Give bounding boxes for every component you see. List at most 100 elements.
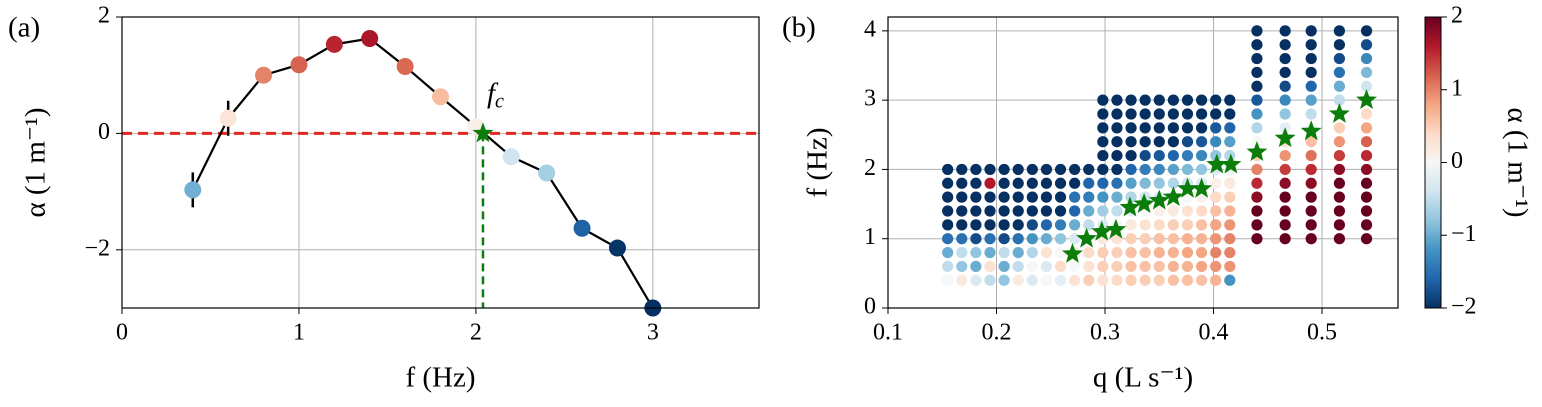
data-point (1195, 219, 1208, 231)
y-tick-label: 4 (864, 16, 876, 42)
x-tick-label: 3 (647, 320, 659, 346)
data-point (1305, 25, 1317, 37)
data-point (1012, 177, 1024, 189)
colorbar-label: α (1 m⁻¹) (1501, 107, 1533, 217)
data-point (1305, 39, 1317, 51)
data-point (1305, 177, 1317, 189)
data-point (1153, 136, 1165, 148)
y-tick-label: 0 (98, 119, 110, 145)
data-point (1305, 149, 1317, 162)
data-point (1040, 205, 1053, 217)
data-point (1153, 246, 1165, 259)
data-point (1167, 246, 1179, 259)
data-point (942, 163, 954, 176)
data-point (1181, 136, 1194, 148)
data-point (1125, 177, 1137, 189)
data-point (1333, 205, 1346, 217)
data-point (255, 66, 273, 84)
data-point (1026, 205, 1038, 217)
data-point (1040, 246, 1053, 259)
data-point (956, 274, 968, 286)
data-point (1083, 260, 1095, 273)
data-point (1251, 25, 1263, 37)
data-point (1251, 191, 1263, 203)
data-point (1279, 163, 1291, 176)
data-point (1139, 94, 1151, 106)
data-point (1111, 246, 1123, 259)
data-point (1195, 163, 1208, 176)
data-point (1139, 122, 1151, 134)
data-point (1360, 122, 1373, 134)
data-point (942, 191, 954, 203)
data-point (1305, 205, 1317, 217)
data-point (1097, 205, 1109, 217)
data-point (1279, 233, 1291, 245)
data-point (1167, 149, 1179, 162)
data-point (573, 219, 591, 237)
data-point (1181, 108, 1194, 120)
data-point (1195, 233, 1208, 245)
data-point (1333, 66, 1346, 79)
data-point (290, 56, 308, 74)
colorbar-tick-label: 2 (1451, 3, 1463, 29)
data-point (1153, 274, 1165, 286)
data-point (1069, 177, 1081, 189)
data-point (1125, 149, 1137, 162)
data-point (1181, 122, 1194, 134)
data-point (984, 246, 996, 259)
data-point (1111, 94, 1123, 106)
data-point (1181, 219, 1194, 231)
panel-label: (b) (782, 12, 816, 44)
x-tick-label: 0.5 (1307, 320, 1337, 346)
data-point (1012, 260, 1024, 273)
data-point (1279, 39, 1291, 51)
data-point (1125, 122, 1137, 134)
colorbar-tick-label: 0 (1451, 148, 1463, 174)
data-point (984, 219, 996, 231)
data-point (956, 233, 968, 245)
data-point (1097, 246, 1109, 259)
data-point (1181, 246, 1194, 259)
data-point (1167, 136, 1179, 148)
data-point (942, 205, 954, 217)
data-point (998, 246, 1010, 259)
data-point (1195, 246, 1208, 259)
data-point (970, 246, 982, 259)
data-point (956, 260, 968, 273)
data-point (1012, 219, 1024, 231)
data-point (1111, 163, 1123, 176)
data-point (1333, 94, 1346, 106)
data-point (1333, 191, 1346, 203)
data-point (1111, 260, 1123, 273)
data-point (1040, 274, 1053, 286)
data-point (1153, 149, 1165, 162)
critical-point (1162, 186, 1184, 206)
data-point (1054, 260, 1067, 273)
y-tick-label: 2 (98, 3, 110, 29)
data-point (1012, 246, 1024, 259)
data-point (1125, 136, 1137, 148)
data-point (1251, 80, 1263, 92)
data-point (184, 181, 202, 199)
data-point (998, 260, 1010, 273)
data-point (538, 164, 556, 182)
data-point (1279, 191, 1291, 203)
data-point (1360, 191, 1373, 203)
data-point (1224, 260, 1236, 273)
data-point (1153, 233, 1165, 245)
data-point (1360, 80, 1373, 92)
data-point (1167, 260, 1179, 273)
data-point (956, 219, 968, 231)
data-point (1139, 233, 1151, 245)
data-point (1167, 219, 1179, 231)
data-point (984, 177, 996, 189)
data-point (1305, 163, 1317, 176)
data-point (1125, 191, 1137, 203)
critical-point (1119, 196, 1141, 217)
x-tick-label: 0.2 (982, 320, 1012, 346)
data-point (1210, 177, 1222, 189)
data-point (1125, 94, 1137, 106)
data-point (1139, 219, 1151, 231)
critical-point (1246, 141, 1268, 161)
critical-label-sub: c (495, 90, 504, 112)
